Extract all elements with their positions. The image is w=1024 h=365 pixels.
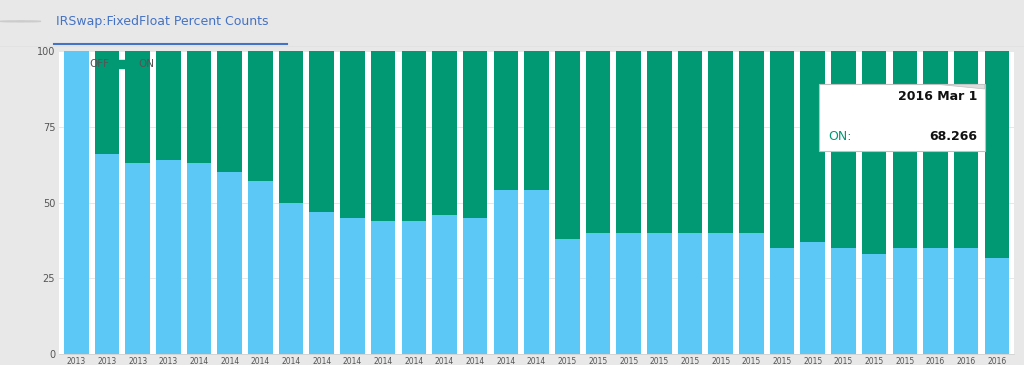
Bar [616,233,641,354]
Bar [555,51,580,239]
Text: 2016 Mar 1: 2016 Mar 1 [898,91,977,104]
Bar [678,51,702,233]
Bar [985,258,1010,354]
Bar [770,248,795,354]
Bar [616,51,641,233]
Bar [309,212,334,354]
Bar [954,248,979,354]
Bar [924,51,948,248]
Bar [63,51,88,354]
FancyBboxPatch shape [819,84,985,151]
Bar [678,233,702,354]
Bar [186,51,211,163]
Bar [279,51,303,203]
Bar [985,51,1010,258]
Bar [279,203,303,354]
Bar [647,233,672,354]
Bar [494,51,518,191]
Bar [862,254,887,354]
Bar [586,51,610,233]
Bar [156,160,180,354]
Polygon shape [939,84,985,89]
Legend: OFF, ON: OFF, ON [65,56,158,73]
Text: 68.266: 68.266 [929,131,977,143]
Text: IRSwap:FixedFloat Percent Counts: IRSwap:FixedFloat Percent Counts [56,15,269,28]
Bar [217,51,242,172]
Bar [524,191,549,354]
Bar [156,51,180,160]
Bar [709,51,733,233]
Text: ON:: ON: [828,131,852,143]
Bar [463,51,487,218]
Bar [739,51,764,233]
Bar [432,51,457,215]
Bar [371,221,395,354]
Bar [371,51,395,221]
Bar [524,51,549,191]
Bar [739,233,764,354]
Bar [893,51,918,248]
Bar [801,242,825,354]
Bar [432,215,457,354]
Bar [831,248,856,354]
Bar [217,172,242,354]
Bar [248,51,272,181]
Bar [586,233,610,354]
Bar [647,51,672,233]
Bar [463,218,487,354]
Bar [340,51,365,218]
Bar [924,248,948,354]
Bar [893,248,918,354]
Bar [709,233,733,354]
Bar [831,51,856,248]
Bar [125,51,150,163]
Bar [309,51,334,212]
Bar [125,163,150,354]
Bar [94,154,119,354]
Bar [494,191,518,354]
Bar [401,221,426,354]
Bar [862,51,887,254]
Bar [186,163,211,354]
Bar [801,51,825,242]
Bar [770,51,795,248]
Bar [248,181,272,354]
Bar [954,51,979,248]
Bar [401,51,426,221]
Bar [94,51,119,154]
Bar [555,239,580,354]
Bar [340,218,365,354]
